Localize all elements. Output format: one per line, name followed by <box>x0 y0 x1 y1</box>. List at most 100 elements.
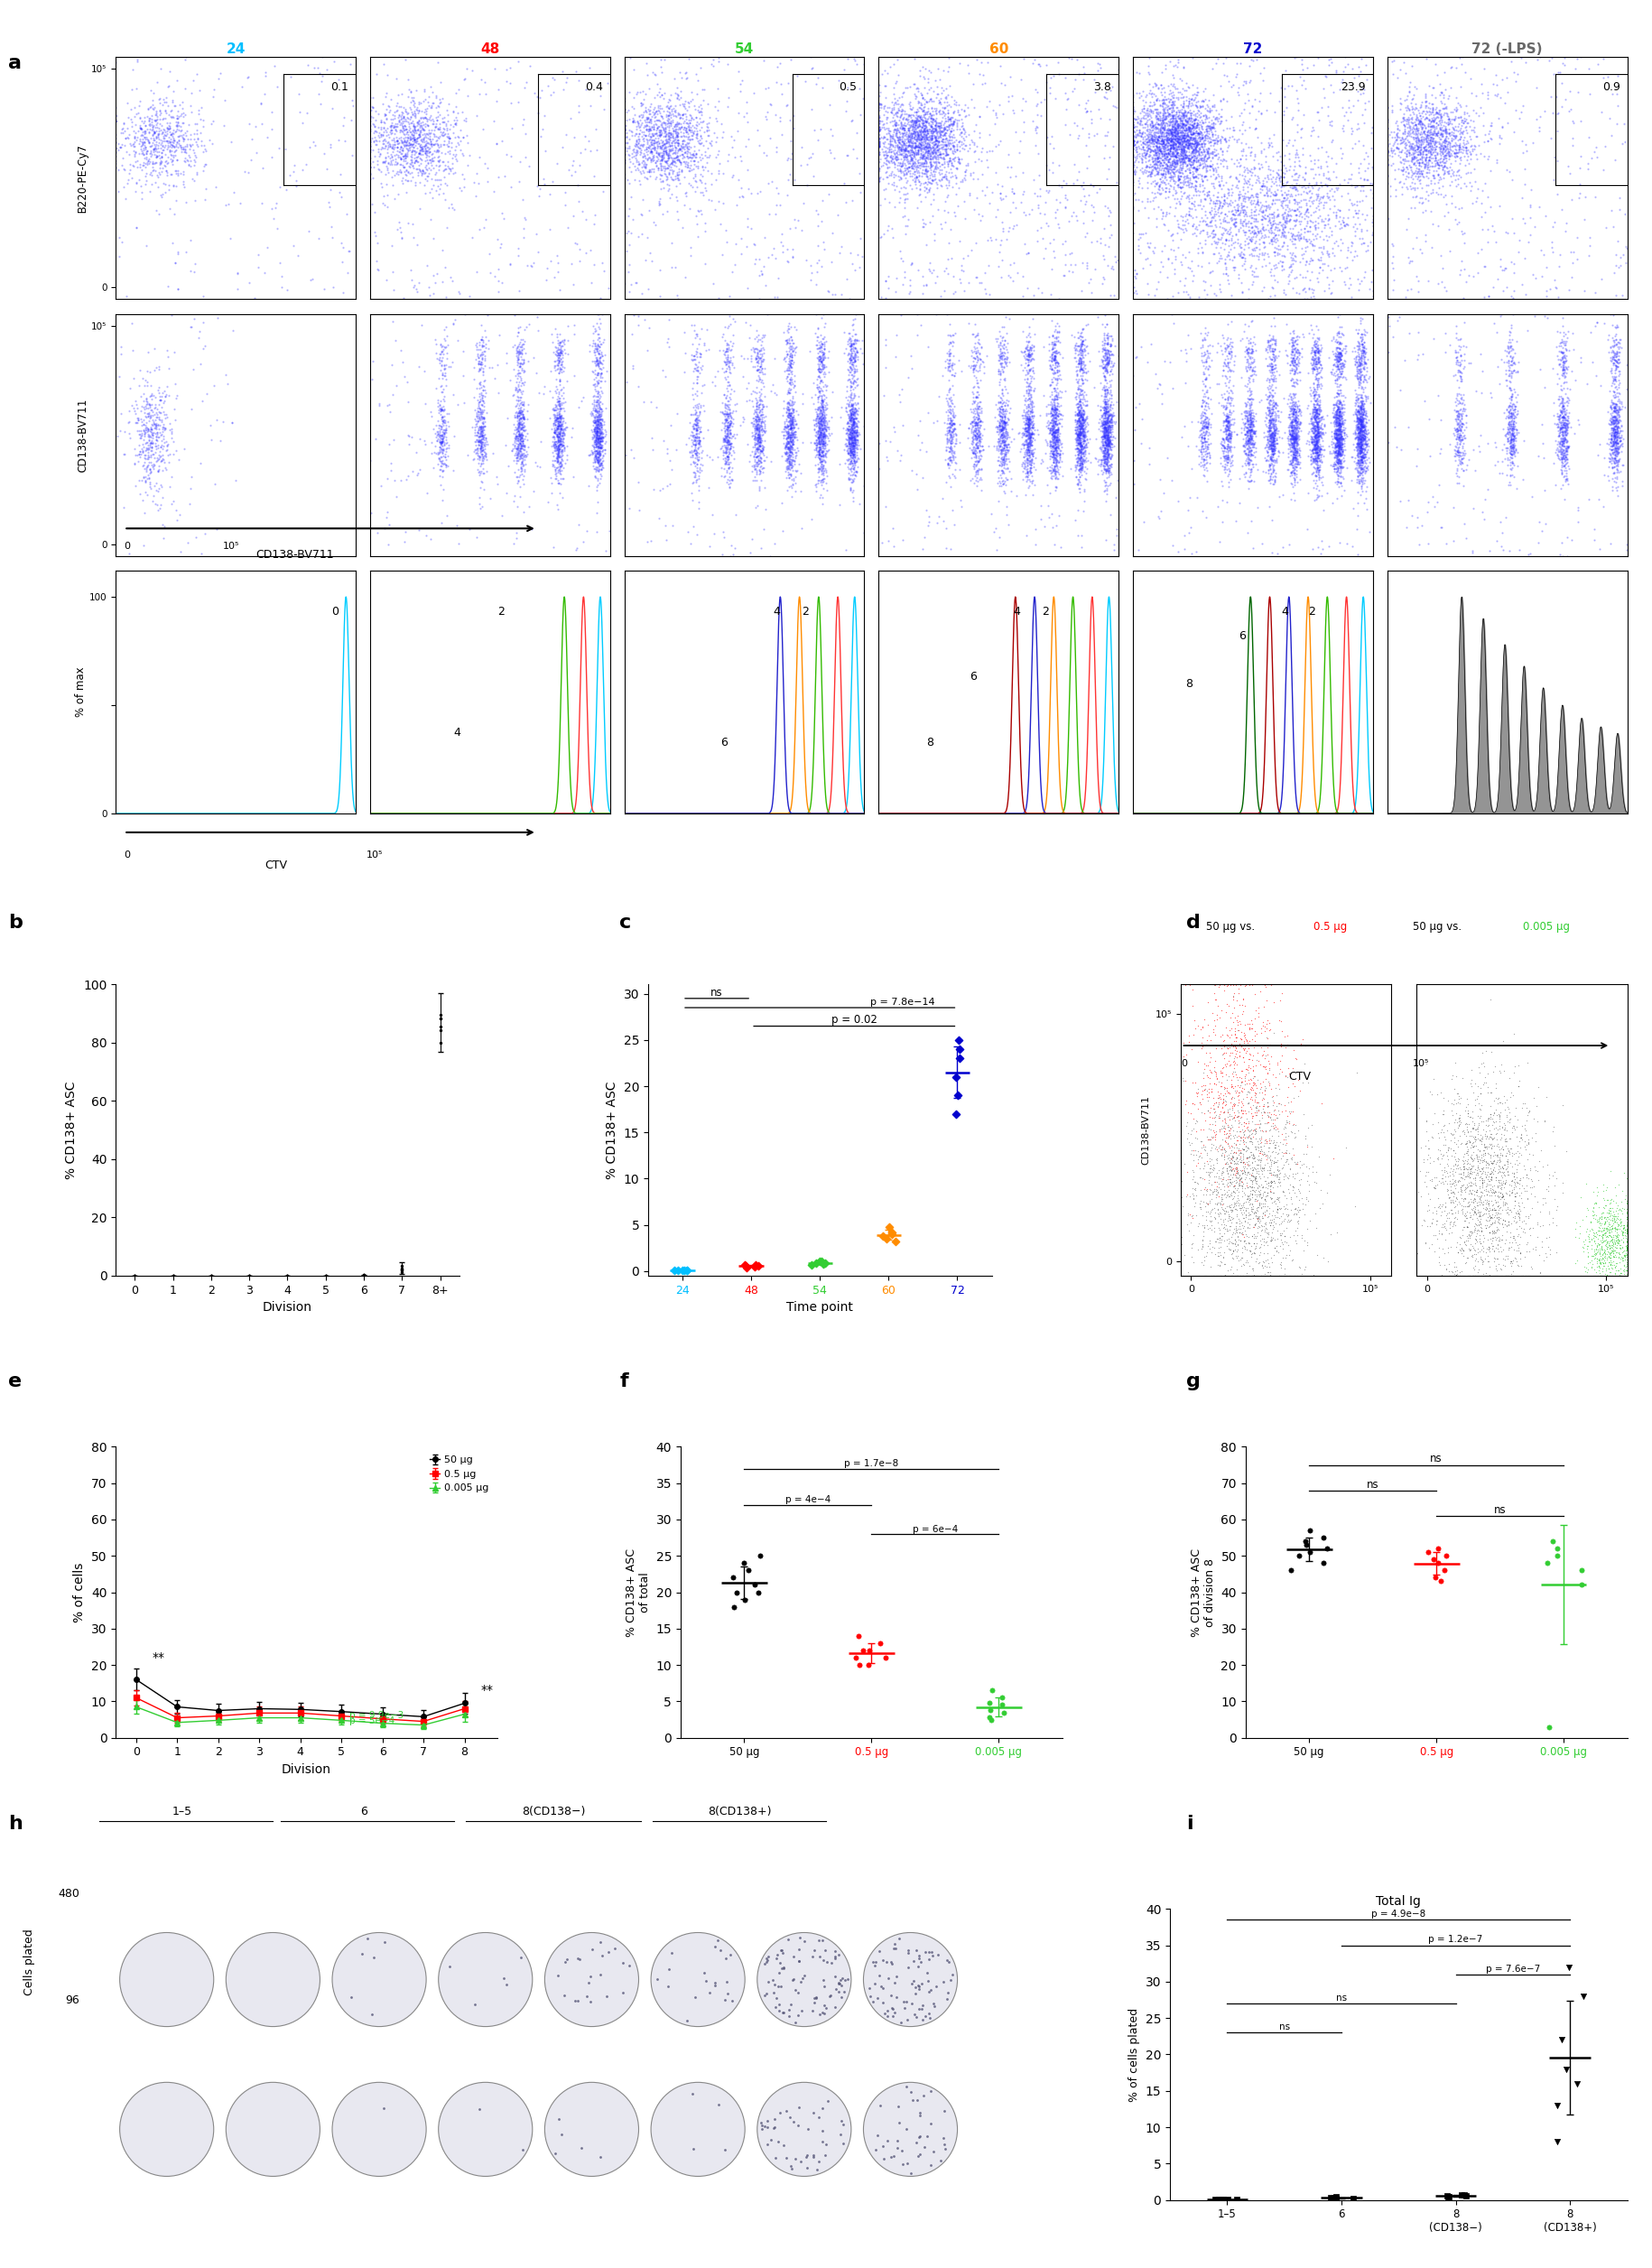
Point <box>895 127 922 163</box>
Point <box>1464 1175 1490 1211</box>
Point <box>585 460 611 497</box>
Point <box>140 397 167 433</box>
Point <box>938 100 965 136</box>
Point <box>1234 438 1260 474</box>
Point <box>1498 440 1525 476</box>
Point <box>193 147 220 184</box>
Point <box>1252 1070 1279 1107</box>
Point <box>894 98 920 134</box>
Point <box>1455 1232 1482 1268</box>
Point <box>1257 1163 1284 1200</box>
Point <box>582 245 608 281</box>
Point <box>930 118 957 154</box>
Point <box>1249 95 1275 132</box>
Point <box>509 397 535 433</box>
Point <box>1018 333 1044 370</box>
Point <box>955 411 981 447</box>
Point <box>1279 1243 1305 1279</box>
Point <box>1041 390 1067 426</box>
Point <box>843 324 869 361</box>
Point <box>773 420 800 456</box>
Point <box>1180 989 1206 1025</box>
Point <box>991 422 1018 458</box>
Point <box>1209 240 1236 277</box>
Point <box>1046 388 1072 424</box>
Point <box>943 1059 970 1095</box>
Point <box>1138 120 1165 156</box>
Point <box>507 399 534 435</box>
Point <box>585 381 611 417</box>
Point <box>839 401 866 438</box>
Point <box>1327 413 1353 449</box>
Point <box>1550 408 1576 445</box>
Point <box>1325 404 1351 440</box>
Point <box>1196 179 1222 215</box>
Point <box>160 145 187 181</box>
Point <box>1155 147 1181 184</box>
Point <box>1409 138 1436 175</box>
Point <box>1153 193 1180 229</box>
Point <box>1305 333 1332 370</box>
Point <box>907 136 933 172</box>
Point <box>392 111 418 147</box>
Point <box>960 386 986 422</box>
Point <box>879 1216 905 1252</box>
Point <box>1009 460 1036 497</box>
Point <box>1189 132 1216 168</box>
Point <box>780 331 806 367</box>
Point <box>426 390 453 426</box>
Point <box>1327 429 1353 465</box>
Point <box>139 104 165 141</box>
Point <box>1259 202 1285 238</box>
Point <box>1583 1234 1609 1270</box>
Point <box>1307 411 1333 447</box>
Point <box>1436 156 1462 193</box>
Point <box>565 168 591 204</box>
Point <box>1199 213 1226 249</box>
Point <box>1160 113 1186 150</box>
Point <box>839 422 866 458</box>
Point <box>1176 143 1203 179</box>
Point <box>1236 1061 1262 1098</box>
Point <box>1350 75 1376 111</box>
Point <box>507 422 534 458</box>
Point <box>586 395 613 431</box>
Point <box>1160 122 1186 159</box>
Point <box>548 347 575 383</box>
Point <box>1305 365 1332 401</box>
Point <box>1019 463 1046 499</box>
Point <box>395 122 421 159</box>
Point <box>1155 116 1181 152</box>
Point <box>1596 1213 1622 1250</box>
Point <box>919 120 945 156</box>
Point <box>1168 181 1194 218</box>
Point <box>909 424 935 460</box>
Point <box>1259 426 1285 463</box>
Point <box>1211 120 1237 156</box>
Point <box>1350 420 1376 456</box>
Point <box>1493 456 1520 492</box>
Point <box>1609 1207 1635 1243</box>
Point <box>1581 522 1607 558</box>
Point <box>1302 401 1328 438</box>
Point <box>775 141 801 177</box>
Point <box>1213 388 1239 424</box>
Point <box>1222 1241 1249 1277</box>
Point <box>961 422 988 458</box>
Point <box>140 440 167 476</box>
Point <box>750 404 776 440</box>
Point <box>582 435 608 472</box>
Point <box>145 195 172 231</box>
Point <box>1447 445 1474 481</box>
Point <box>1198 1141 1224 1177</box>
Point <box>1032 408 1059 445</box>
Point <box>1414 483 1441 519</box>
Point <box>879 91 905 127</box>
Point <box>1128 138 1155 175</box>
Point <box>805 381 831 417</box>
Point <box>1487 1084 1513 1120</box>
Point <box>1327 458 1353 494</box>
Point <box>1348 404 1374 440</box>
Point <box>1044 420 1070 456</box>
Point <box>958 404 985 440</box>
